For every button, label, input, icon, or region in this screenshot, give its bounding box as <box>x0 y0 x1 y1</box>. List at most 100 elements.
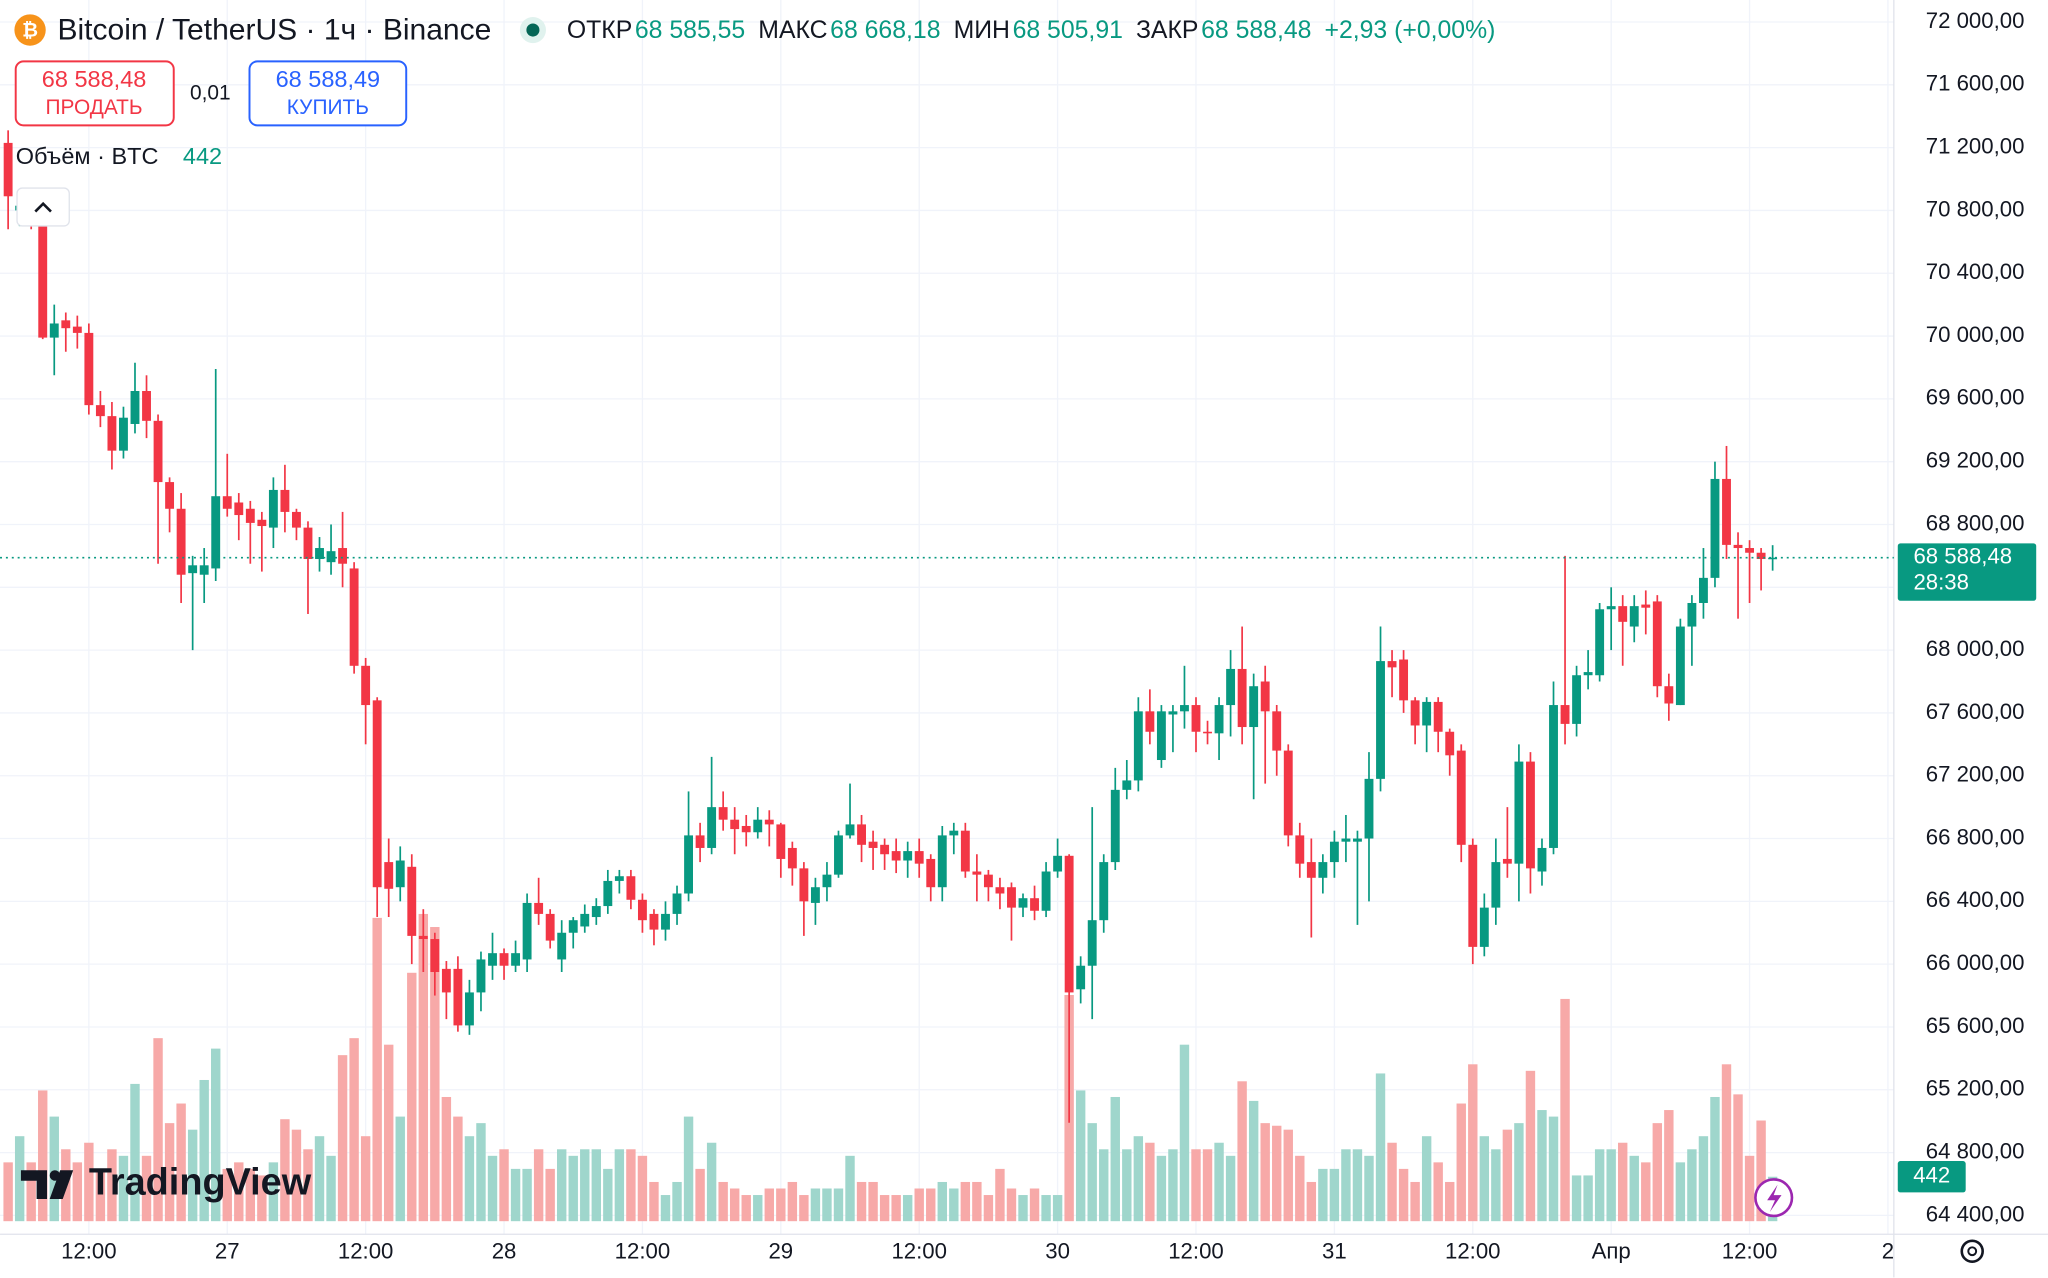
settings-icon[interactable] <box>1960 1239 1984 1263</box>
candle-body <box>857 824 866 845</box>
candle-body <box>1156 711 1166 761</box>
buy-button[interactable] <box>248 60 408 127</box>
volume-bar <box>164 1123 175 1222</box>
volume-bar <box>1122 1149 1132 1222</box>
volume-bar <box>1445 1181 1455 1222</box>
candle-body <box>1410 700 1420 726</box>
volume-bar <box>487 1155 498 1222</box>
candle-body <box>1064 855 1074 993</box>
candle-body <box>1756 552 1766 560</box>
volume-bar <box>1329 1168 1340 1222</box>
x-tick-label: 12:00 <box>615 1238 671 1263</box>
candle-body <box>1030 898 1039 911</box>
volume-bar <box>1433 1162 1443 1222</box>
candle-body <box>557 932 567 960</box>
candle-body <box>338 548 348 564</box>
y-tick-label: 70 000,00 <box>1926 322 2025 347</box>
candle-body <box>222 496 232 509</box>
candle-body <box>545 913 555 941</box>
volume-bar <box>499 1149 509 1222</box>
volume-bar <box>718 1181 728 1222</box>
candle-body <box>1087 920 1097 966</box>
symbol-title[interactable]: Bitcoin / TetherUS · 1ч · Binance <box>58 13 492 46</box>
collapse-button[interactable] <box>16 187 70 227</box>
candle-body <box>49 323 59 338</box>
y-tick-label: 66 400,00 <box>1926 887 2025 912</box>
y-tick-label: 68 800,00 <box>1926 510 2025 535</box>
candle-body <box>649 913 659 930</box>
volume-bar <box>1248 1100 1259 1222</box>
ohlc-name: МИН <box>954 17 1010 44</box>
volume-bar <box>1479 1136 1490 1222</box>
candle-body <box>1318 862 1328 878</box>
x-tick-label: 27 <box>215 1238 240 1263</box>
candle-body <box>384 862 394 889</box>
volume-bar <box>257 1175 267 1222</box>
volume-bar <box>384 1044 394 1222</box>
collapse-chevron <box>34 201 52 213</box>
status-dot <box>526 23 540 37</box>
candle-body <box>1168 711 1178 715</box>
volume-bar <box>1398 1168 1409 1222</box>
candle-body <box>614 876 624 881</box>
volume-bar <box>268 1162 279 1222</box>
btc-icon <box>14 14 46 46</box>
candle-body <box>776 824 786 859</box>
candle-body <box>903 851 913 861</box>
volume-bar <box>937 1181 947 1222</box>
x-tick-label: 2 <box>1882 1238 1894 1263</box>
sell-button[interactable] <box>14 60 175 127</box>
settings-icon-center <box>1967 1246 1978 1257</box>
y-tick-label: 65 600,00 <box>1926 1013 2025 1038</box>
candle-body <box>1145 711 1155 732</box>
candle-body <box>949 830 959 836</box>
candle-body <box>1595 609 1605 676</box>
volume-bar <box>972 1181 982 1222</box>
volume-bar <box>856 1181 867 1222</box>
candle-body <box>165 482 175 509</box>
volume-bar <box>187 1129 198 1222</box>
candle-body <box>153 420 163 483</box>
candle-body <box>845 824 855 836</box>
candle-body <box>1433 701 1443 732</box>
candle-body <box>1283 750 1293 836</box>
volume-bar <box>591 1149 601 1222</box>
last-price-box <box>1897 543 2037 601</box>
volume-bar <box>1456 1103 1466 1222</box>
volume-bar <box>1018 1195 1028 1222</box>
volume-bar <box>1421 1136 1432 1222</box>
candle-body <box>1180 705 1189 712</box>
volume-pane <box>3 913 1778 1222</box>
volume-bar <box>510 1168 521 1222</box>
y-tick-label: 71 200,00 <box>1926 133 2025 158</box>
candle-body <box>626 876 636 900</box>
volume-bar <box>314 1136 325 1222</box>
candle-body <box>730 819 740 830</box>
candle-body <box>972 871 982 875</box>
candle-body <box>1502 858 1512 864</box>
last-price-label: 68 588,48 <box>1913 544 2012 569</box>
ohlc-value: 68 505,91 <box>1013 17 1123 44</box>
volume-bar <box>1306 1181 1317 1222</box>
volume-bar <box>1606 1149 1616 1222</box>
volume-bar <box>1375 1073 1386 1222</box>
candle-body <box>1214 705 1224 734</box>
candle-body <box>1353 838 1362 842</box>
volume-bar <box>741 1195 751 1222</box>
volume-bar <box>949 1188 959 1222</box>
candle-body <box>1422 701 1432 726</box>
candle-body <box>534 902 544 914</box>
volume-bar <box>522 1168 532 1222</box>
volume-bar <box>49 1116 59 1222</box>
buy-label: КУПИТЬ <box>287 96 369 119</box>
volume-bar <box>1525 1070 1536 1222</box>
candle-body <box>1618 606 1628 622</box>
volume-bar <box>1583 1175 1593 1222</box>
candle-body <box>834 835 843 875</box>
candle-body <box>38 215 48 338</box>
volume-bar <box>234 1162 244 1222</box>
volume-bar <box>141 1155 152 1222</box>
candle-body <box>1364 778 1374 839</box>
